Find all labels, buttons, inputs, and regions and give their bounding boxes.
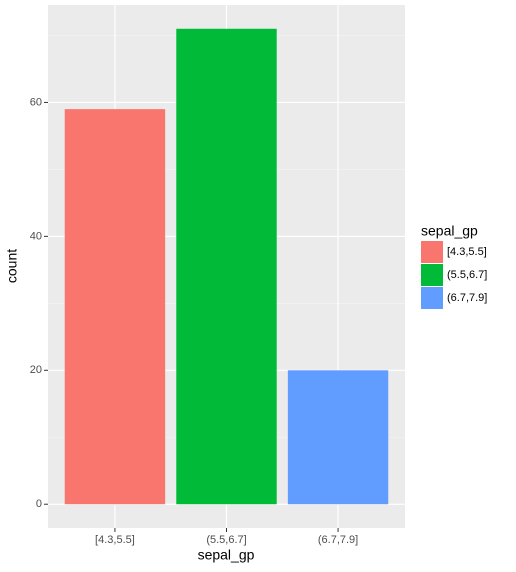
legend-key [421,241,443,263]
legend-key [421,264,443,286]
x-tick-label: (6.7,7.9] [318,534,358,546]
legend-label: (6.7,7.9] [447,292,487,304]
y-tick-label: 0 [36,498,42,510]
legend-key [421,287,443,309]
bar [287,370,389,505]
y-tick-label: 40 [30,230,42,242]
legend-title: sepal_gp [421,223,478,239]
y-tick-label: 60 [30,96,42,108]
x-tick-label: [4.3,5.5] [95,534,135,546]
legend-label: [4.3,5.5] [447,246,487,258]
legend-label: (5.5,6.7] [447,269,487,281]
x-axis-title: sepal_gp [198,547,255,563]
y-axis-title: count [4,249,20,283]
y-tick-label: 20 [30,364,42,376]
bar [176,28,277,505]
x-tick-label: (5.5,6.7] [206,534,246,546]
bar [64,109,166,505]
